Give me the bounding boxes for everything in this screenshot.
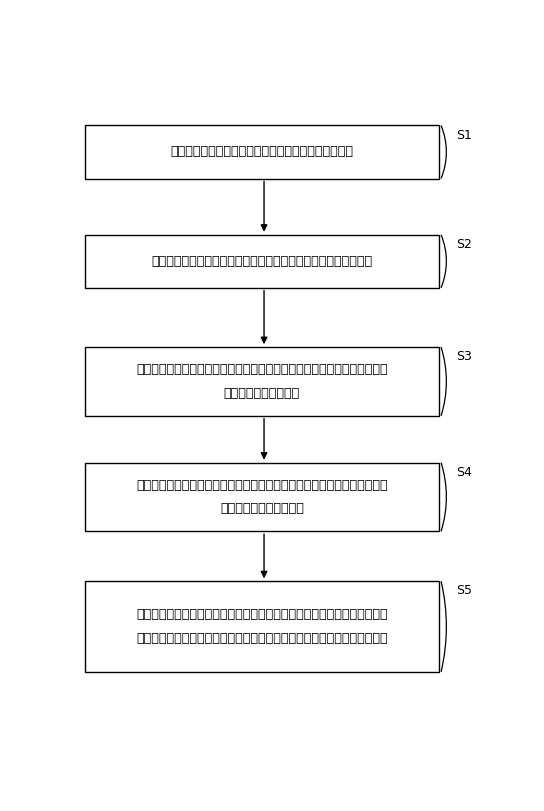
- Bar: [85, 234, 439, 288]
- Text: 信号，所述目标存储控制单元接收到所述写信号后，对所述写数据进行存储: 信号，所述目标存储控制单元接收到所述写信号后，对所述写数据进行存储: [136, 632, 388, 645]
- Text: 目标控制器将写地址以及写数据发送至写数据通路接口: 目标控制器将写地址以及写数据发送至写数据通路接口: [170, 145, 354, 158]
- Text: 所述写数据通路接口将所述写地址以及写数据发送至地址转换单元: 所述写数据通路接口将所述写地址以及写数据发送至地址转换单元: [151, 255, 373, 268]
- Text: S2: S2: [456, 238, 472, 251]
- Bar: [85, 581, 439, 672]
- Text: 所述地址转换单元获取所述目标存储控制单元的反馈信号，并将所述反馈信: 所述地址转换单元获取所述目标存储控制单元的反馈信号，并将所述反馈信: [136, 478, 388, 491]
- Text: S4: S4: [456, 466, 472, 478]
- Text: S5: S5: [456, 585, 472, 598]
- Text: S3: S3: [456, 350, 472, 363]
- Bar: [85, 462, 439, 531]
- Text: 确定目标存储控制单元: 确定目标存储控制单元: [224, 387, 300, 400]
- Text: 若所述反馈信号为可写，则所述目标控制器向所述目标存储控制单元发送写: 若所述反馈信号为可写，则所述目标控制器向所述目标存储控制单元发送写: [136, 608, 388, 621]
- Text: S1: S1: [456, 129, 472, 142]
- Bar: [85, 347, 439, 416]
- Text: 所述地址转换单元将目标地址以及所述写数据发送至多个存储控制单元，并: 所述地址转换单元将目标地址以及所述写数据发送至多个存储控制单元，并: [136, 363, 388, 376]
- Bar: [85, 126, 439, 178]
- Text: 号发送至所述目标控制器: 号发送至所述目标控制器: [220, 502, 304, 515]
